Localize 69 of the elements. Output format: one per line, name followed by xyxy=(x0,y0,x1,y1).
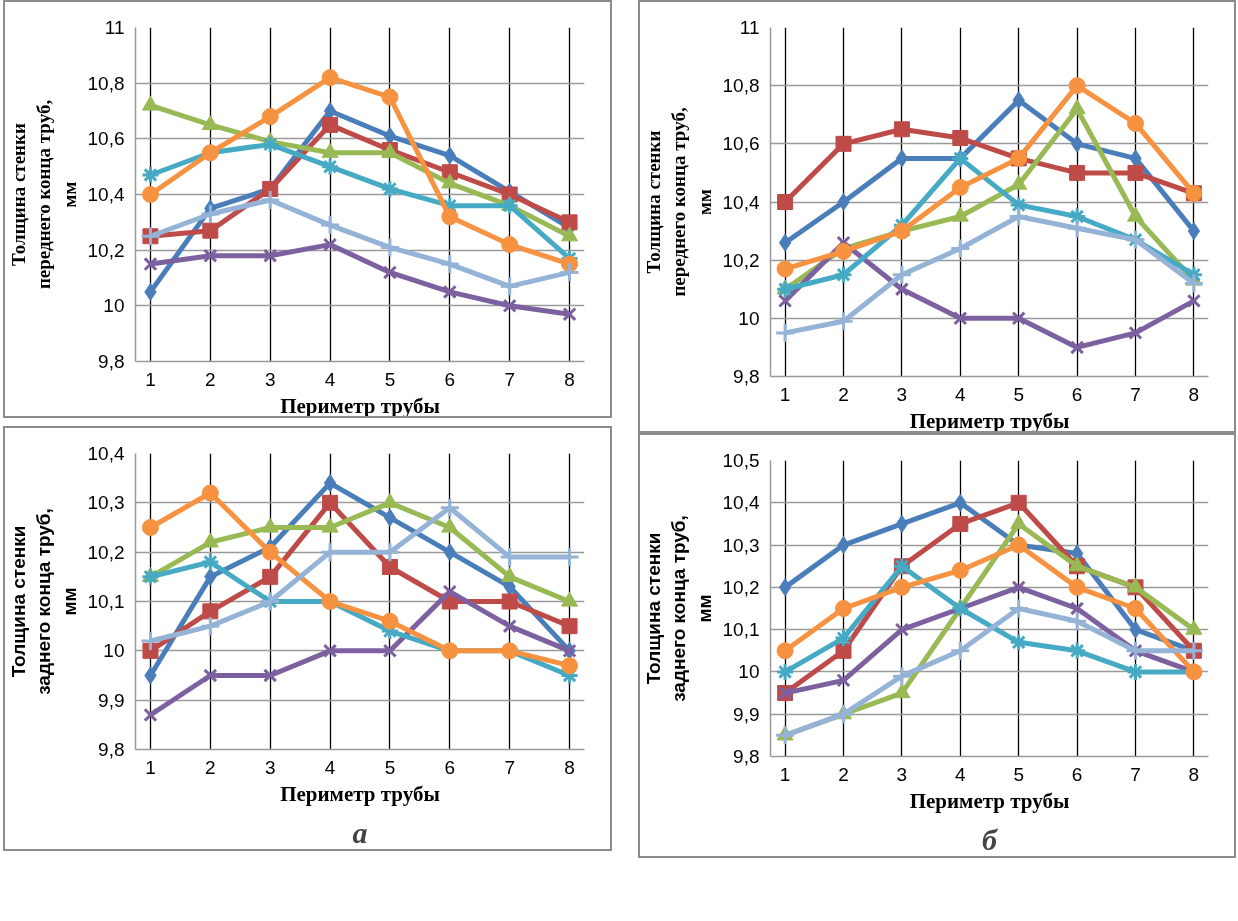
x-tick-label: 4 xyxy=(955,763,967,785)
y-tick-label: 10,4 xyxy=(722,191,760,213)
y-tick-label: 10,2 xyxy=(87,239,125,261)
y-tick-label: 10,2 xyxy=(722,249,760,271)
y-tick-label: 10,4 xyxy=(87,443,125,464)
x-tick-label: 2 xyxy=(205,756,216,778)
x-tick-label: 4 xyxy=(955,383,967,405)
x-tick-label: 8 xyxy=(1188,763,1200,785)
x-tick-label: 6 xyxy=(444,368,456,390)
y-axis-title: Толщина стенки переднего конца труб, мм xyxy=(8,99,80,290)
x-tick-label: 3 xyxy=(264,368,276,390)
x-tick-label: 7 xyxy=(1130,383,1141,405)
x-tick-label: 4 xyxy=(324,368,336,390)
y-axis-title: Толщина стенки заднего конца труб, мм xyxy=(643,515,715,702)
y-tick-label: 10,3 xyxy=(722,534,760,556)
text: б xyxy=(982,822,999,856)
y-tick-label: 10,8 xyxy=(722,75,760,97)
x-tick-label: 3 xyxy=(896,383,908,405)
x-tick-label: 5 xyxy=(1013,763,1024,785)
y-tick-label: 9,8 xyxy=(98,739,125,760)
x-tick-label: 2 xyxy=(838,763,849,785)
x-tick-label: 2 xyxy=(838,383,849,405)
y-tick-label: 10,2 xyxy=(722,576,760,598)
y-tick-label: 9,8 xyxy=(733,366,760,387)
x-tick-label: 1 xyxy=(145,368,156,390)
x-tick-label: 6 xyxy=(1071,383,1083,405)
x-tick-label: 4 xyxy=(324,756,336,778)
y-tick-label: 9,8 xyxy=(733,746,760,767)
x-axis-title: Периметр трубы xyxy=(280,781,440,806)
x-tick-label: 1 xyxy=(145,756,156,778)
x-tick-label: 6 xyxy=(1071,763,1083,785)
y-tick-label: 10,3 xyxy=(87,492,125,514)
x-tick-label: 5 xyxy=(384,368,396,390)
y-tick-label: 10 xyxy=(738,661,760,683)
x-tick-label: 3 xyxy=(264,756,276,778)
y-tick-label: 11 xyxy=(104,17,125,38)
y-tick-label: 10 xyxy=(103,295,125,317)
x-tick-label: 6 xyxy=(444,756,456,778)
text: а xyxy=(352,815,368,849)
y-tick-label: 9,8 xyxy=(98,351,125,372)
x-axis-title: Периметр трубы xyxy=(909,788,1070,813)
x-tick-label: 7 xyxy=(504,368,515,390)
y-tick-label: 10,2 xyxy=(87,541,125,563)
x-tick-label: 1 xyxy=(779,763,791,785)
y-tick-label: 10,8 xyxy=(87,72,125,94)
x-tick-label: 8 xyxy=(1188,383,1200,405)
y-tick-label: 9,9 xyxy=(98,689,125,711)
y-tick-label: 11 xyxy=(739,17,760,38)
y-tick-label: 10,4 xyxy=(87,184,125,205)
x-tick-label: 8 xyxy=(564,756,575,778)
y-tick-label: 10 xyxy=(738,307,760,329)
y-tick-label: 10,5 xyxy=(722,450,760,471)
x-tick-label: 8 xyxy=(564,368,575,390)
x-tick-label: 5 xyxy=(384,756,396,778)
x-tick-label: 7 xyxy=(504,756,515,778)
y-axis-title: Толщина стенки заднего конца труб, мм xyxy=(8,508,80,695)
x-tick-label: 7 xyxy=(1130,763,1141,785)
y-tick-label: 10,4 xyxy=(722,492,760,514)
x-tick-label: 1 xyxy=(779,383,791,405)
y-tick-label: 9,9 xyxy=(733,703,760,725)
y-axis-title: Толщина стенки переднего конца труб, мм xyxy=(643,107,715,297)
y-tick-label: 10,6 xyxy=(87,128,125,150)
x-tick-label: 3 xyxy=(896,763,908,785)
x-tick-label: 2 xyxy=(205,368,216,390)
y-tick-label: 10 xyxy=(103,640,125,662)
y-tick-label: 10,1 xyxy=(87,591,125,612)
y-tick-label: 10,6 xyxy=(722,133,760,155)
y-tick-label: 10,1 xyxy=(722,619,760,641)
x-tick-label: 5 xyxy=(1013,383,1024,405)
